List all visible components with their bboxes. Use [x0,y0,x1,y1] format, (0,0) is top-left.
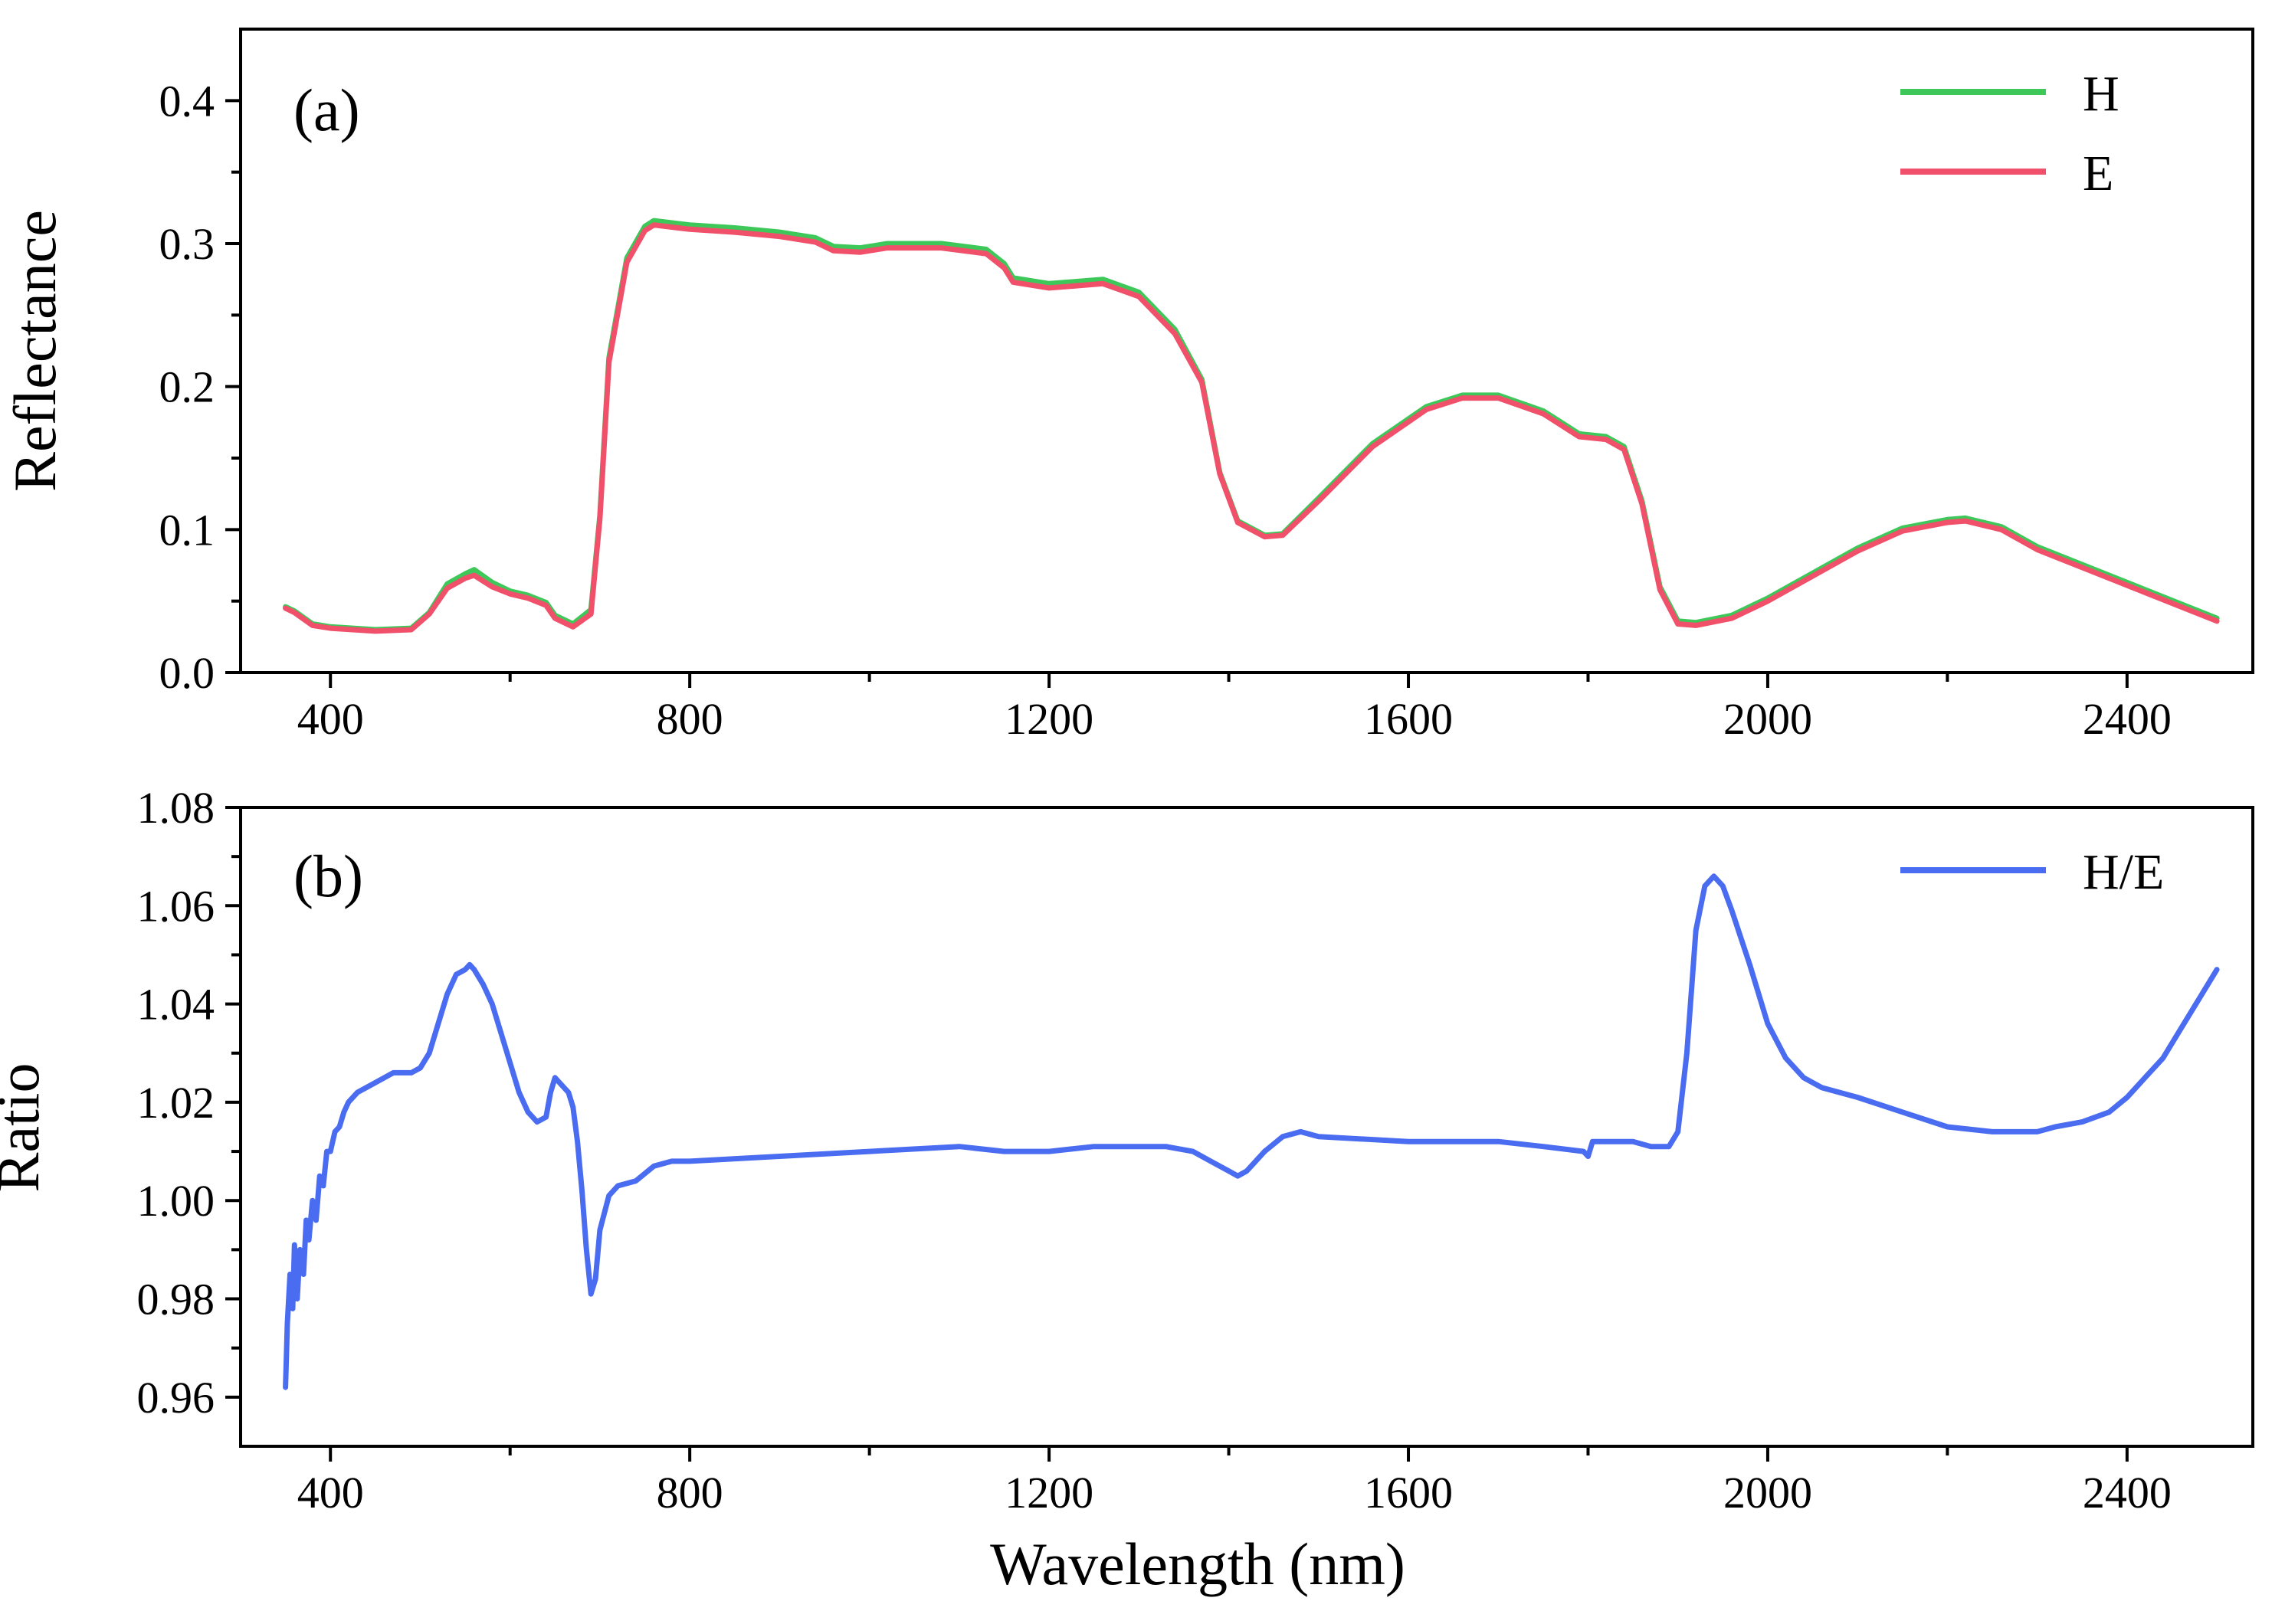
y-tick-label: 0.4 [159,76,215,126]
x-axis-title: Wavelength (nm) [990,1531,1405,1597]
x-tick-label: 400 [297,694,364,744]
y-tick-label: 1.02 [137,1078,215,1128]
y-axis-title: Ratio [0,1063,51,1193]
series-line-e [283,222,2220,634]
x-tick-label: 800 [657,1468,723,1518]
axes-frame [239,806,2254,1448]
x-tick-label: 800 [657,694,723,744]
x-tick-label: 1600 [1364,694,1453,744]
y-tick-label: 0.1 [159,505,215,555]
panel-a-reflectance-chart: 400 800 1200 1600 2000 2400 0.0 0.1 0.2 0.3 0.4 Ref… [2,28,2254,744]
y-tick-label: 1.08 [137,783,215,833]
series-line-h-e [283,873,2220,1390]
series-group [283,873,2220,1390]
x-tick-label: 1600 [1364,1468,1453,1518]
axes-frame [239,28,2254,674]
y-axis-title: Reflectance [2,210,68,492]
y-tick-label: 1.04 [137,980,215,1030]
panel-label: (a) [293,77,360,143]
legend-label: H/E [2083,844,2164,900]
x-tick-label: 400 [297,1468,364,1518]
series-line-h [283,218,2220,633]
x-tick-label: 2000 [1723,694,1812,744]
y-tick-label: 0.0 [159,648,215,698]
panel-label: (b) [293,843,363,909]
y-tick-label: 0.2 [159,362,215,412]
y-tick-label: 0.3 [159,219,215,269]
panel-b-ratio-chart: 400 800 1200 1600 2000 2400 0.96 0.98 1.00 1.02 1.… [0,783,2254,1597]
series-group [283,218,2220,634]
y-tick-label: 1.06 [137,881,215,931]
legend-label: E [2083,146,2113,201]
x-tick-label: 1200 [1005,1468,1093,1518]
y-tick-label: 1.00 [137,1176,215,1226]
x-tick-label: 2400 [2083,1468,2172,1518]
y-tick-label: 0.98 [137,1275,215,1324]
y-tick-label: 0.96 [137,1373,215,1423]
legend-label: H [2083,66,2119,122]
x-tick-label: 2400 [2083,694,2172,744]
x-tick-label: 1200 [1005,694,1093,744]
x-tick-label: 2000 [1723,1468,1812,1518]
